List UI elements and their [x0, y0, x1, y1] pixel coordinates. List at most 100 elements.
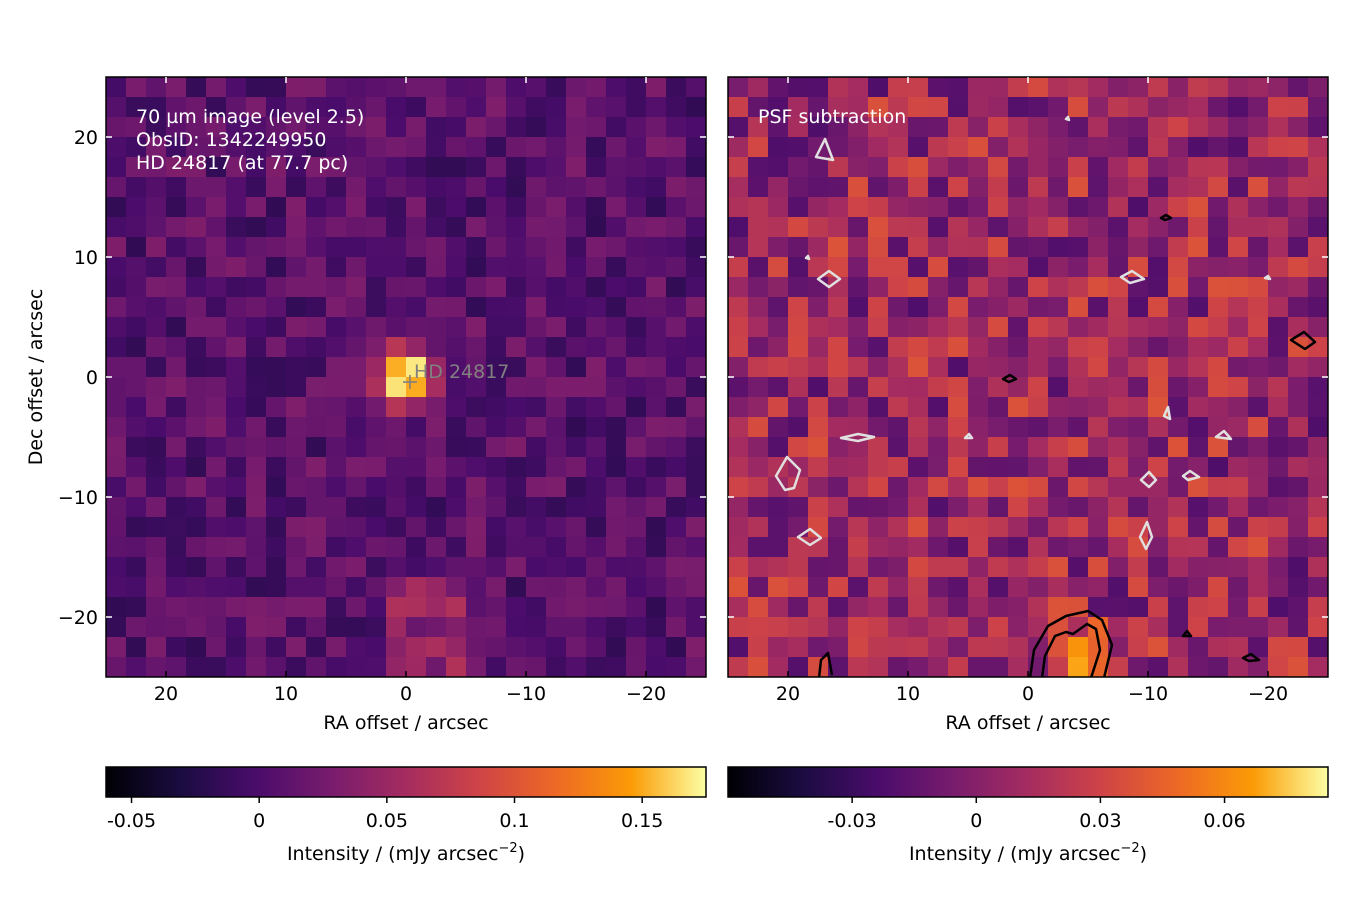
- heatmap-cell: [366, 517, 387, 538]
- heatmap-cell: [126, 157, 147, 178]
- heatmap-cell: [206, 357, 227, 378]
- heatmap-cell: [526, 397, 547, 418]
- heatmap-cell: [626, 177, 647, 198]
- heatmap-cell: [868, 337, 889, 358]
- heatmap-cell: [186, 177, 207, 198]
- heatmap-cell: [546, 437, 567, 458]
- heatmap-cell: [686, 637, 706, 658]
- heatmap-cell: [908, 317, 929, 338]
- heatmap-cell: [968, 557, 989, 578]
- heatmap-cell: [1148, 477, 1169, 498]
- heatmap-cell: [1068, 437, 1089, 458]
- heatmap-cell: [1268, 77, 1289, 98]
- heatmap-cell: [266, 597, 287, 618]
- heatmap-cell: [1148, 137, 1169, 158]
- heatmap-cell: [566, 477, 587, 498]
- heatmap-cell: [1028, 237, 1049, 258]
- heatmap-cell: [1128, 657, 1149, 677]
- x-tick-label: 10: [274, 683, 298, 705]
- heatmap-cell: [146, 397, 167, 418]
- heatmap-cell: [1228, 97, 1249, 118]
- heatmap-cell: [1208, 237, 1229, 258]
- heatmap-cell: [1108, 457, 1129, 478]
- heatmap-cell: [166, 537, 187, 558]
- heatmap-cell: [1068, 117, 1089, 138]
- heatmap-cell: [728, 357, 749, 378]
- heatmap-cell: [326, 597, 347, 618]
- heatmap-cell: [828, 497, 849, 518]
- heatmap-cell: [748, 397, 769, 418]
- heatmap-cell: [106, 477, 127, 498]
- heatmap-cell: [1188, 617, 1209, 638]
- heatmap-cell: [186, 137, 207, 158]
- heatmap-cell: [1088, 517, 1109, 538]
- heatmap-cell: [808, 557, 829, 578]
- heatmap-cell: [768, 117, 789, 138]
- heatmap-cell: [206, 297, 227, 318]
- heatmap-cell: [828, 457, 849, 478]
- heatmap-cell: [306, 337, 327, 358]
- heatmap-cell: [266, 357, 287, 378]
- heatmap-cell: [928, 397, 949, 418]
- heatmap-cell: [1308, 77, 1328, 98]
- heatmap-cell: [848, 97, 869, 118]
- heatmap-cell: [586, 457, 607, 478]
- heatmap-cell: [1028, 477, 1049, 498]
- heatmap-cell: [1028, 497, 1049, 518]
- heatmap-cell: [1008, 157, 1029, 178]
- heatmap-cell: [246, 417, 267, 438]
- heatmap-cell: [666, 97, 687, 118]
- heatmap-cell: [406, 197, 427, 218]
- heatmap-cell: [326, 417, 347, 438]
- heatmap-cell: [266, 537, 287, 558]
- heatmap-cell: [606, 157, 627, 178]
- heatmap-cell: [1228, 317, 1249, 338]
- heatmap-cell: [106, 517, 127, 538]
- heatmap-cell: [928, 517, 949, 538]
- heatmap-cell: [306, 317, 327, 338]
- heatmap-cell: [486, 477, 507, 498]
- heatmap-cell: [1168, 117, 1189, 138]
- heatmap-cell: [868, 477, 889, 498]
- heatmap-cell: [748, 217, 769, 238]
- heatmap-cell: [728, 257, 749, 278]
- heatmap-cell: [106, 337, 127, 358]
- heatmap-cell: [768, 477, 789, 498]
- heatmap-cell: [1048, 457, 1069, 478]
- heatmap-cell: [566, 337, 587, 358]
- heatmap-cell: [1188, 177, 1209, 198]
- heatmap-cell: [506, 397, 527, 418]
- heatmap-cell: [1168, 177, 1189, 198]
- heatmap-cell: [586, 477, 607, 498]
- heatmap-cell: [768, 417, 789, 438]
- heatmap-cell: [848, 617, 869, 638]
- heatmap-cell: [948, 657, 969, 677]
- heatmap-cell: [226, 137, 247, 158]
- heatmap-cell: [566, 217, 587, 238]
- heatmap-cell: [606, 77, 627, 98]
- heatmap-cell: [146, 177, 167, 198]
- heatmap-cell: [686, 477, 706, 498]
- heatmap-cell: [1288, 277, 1309, 298]
- heatmap-cell: [1308, 277, 1328, 298]
- heatmap-cell: [1128, 377, 1149, 398]
- heatmap-cell: [506, 497, 527, 518]
- heatmap-cell: [586, 617, 607, 638]
- heatmap-cell: [306, 497, 327, 518]
- heatmap-cell: [266, 277, 287, 298]
- heatmap-cell: [1148, 177, 1169, 198]
- heatmap-cell: [1188, 397, 1209, 418]
- heatmap-cell: [888, 497, 909, 518]
- heatmap-cell: [566, 277, 587, 298]
- heatmap-cell: [166, 277, 187, 298]
- heatmap-cell: [908, 537, 929, 558]
- heatmap-cell: [146, 437, 167, 458]
- heatmap-cell: [1008, 137, 1029, 158]
- heatmap-cell: [788, 497, 809, 518]
- heatmap-cell: [486, 537, 507, 558]
- heatmap-cell: [848, 297, 869, 318]
- heatmap-cell: [928, 597, 949, 618]
- heatmap-cell: [1068, 217, 1089, 238]
- heatmap-cell: [346, 157, 367, 178]
- heatmap-cell: [486, 337, 507, 358]
